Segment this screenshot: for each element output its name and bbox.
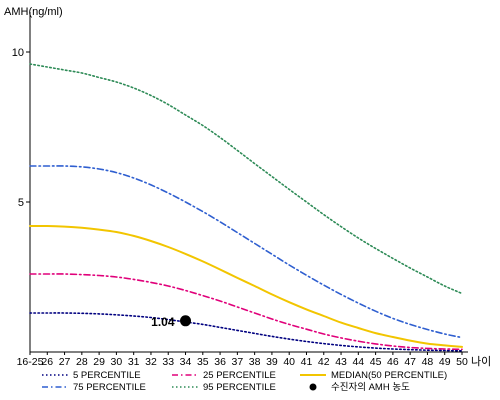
series-lines xyxy=(29,63,463,352)
x-tick-label: 27 xyxy=(59,356,71,368)
x-tick-label: 40 xyxy=(283,356,295,368)
legend-item: 5 PERCENTILE xyxy=(42,370,141,381)
x-tick-label: 48 xyxy=(422,356,434,368)
x-tick-label: 36 xyxy=(214,356,226,368)
patient-amh-value-label: 1.04 xyxy=(151,315,175,329)
x-tick-label: 44 xyxy=(352,356,364,368)
x-tick-label: 49 xyxy=(439,356,451,368)
legend-label: 75 PERCENTILE xyxy=(73,382,146,393)
y-tick-label: 10 xyxy=(12,47,24,59)
legend-label: MEDIAN(50 PERCENTILE) xyxy=(331,370,447,381)
x-tick-label: 28 xyxy=(76,356,88,368)
x-tick-label: 32 xyxy=(145,356,157,368)
x-tick-label: 50 xyxy=(456,356,468,368)
axes: AMH(ng/ml) 나이 xyxy=(4,6,491,368)
x-tick-label: 42 xyxy=(318,356,330,368)
x-tick-label: 41 xyxy=(301,356,313,368)
series-line-1 xyxy=(29,312,463,352)
x-tick-label: 38 xyxy=(249,356,261,368)
x-tick-label: 34 xyxy=(180,356,192,368)
x-tick-label: 33 xyxy=(162,356,174,368)
x-tick-label: 45 xyxy=(370,356,382,368)
y-tick-label: 5 xyxy=(18,197,24,209)
legend-dot-marker xyxy=(309,383,317,391)
legend-item: 25 PERCENTILE xyxy=(172,370,276,381)
y-ticks: 5 10 xyxy=(12,47,30,209)
x-tick-label: 46 xyxy=(387,356,399,368)
x-tick-label: 30 xyxy=(111,356,123,368)
x-tick-label: 39 xyxy=(266,356,278,368)
x-tick-label: 35 xyxy=(197,356,209,368)
x-tick-label: 29 xyxy=(93,356,105,368)
series-line-2 xyxy=(29,273,463,351)
series-line-5 xyxy=(29,63,463,295)
x-tick-label: 43 xyxy=(335,356,347,368)
legend-item: 75 PERCENTILE xyxy=(42,382,146,393)
x-axis-label: 나이 xyxy=(471,355,491,368)
x-tick-label: 47 xyxy=(404,356,416,368)
x-tick-label: 31 xyxy=(128,356,140,368)
legend-label: 95 PERCENTILE xyxy=(203,382,276,393)
legend-label: 25 PERCENTILE xyxy=(203,370,276,381)
y-axis-label: AMH(ng/ml) xyxy=(4,6,63,18)
legend-label: 수진자의 AMH 농도 xyxy=(331,382,410,393)
legend: 5 PERCENTILE 25 PERCENTILE MEDIAN(50 PERCE… xyxy=(42,370,447,393)
data-points: 1.04 xyxy=(151,315,192,329)
legend-item: 95 PERCENTILE xyxy=(172,382,276,393)
patient-amh-point xyxy=(180,315,192,327)
legend-item: 수진자의 AMH 농도 xyxy=(309,382,410,393)
legend-item: MEDIAN(50 PERCENTILE) xyxy=(300,370,447,381)
x-tick-label: 37 xyxy=(232,356,244,368)
series-line-4 xyxy=(29,165,463,339)
legend-label: 5 PERCENTILE xyxy=(73,370,141,381)
x-tick-label: 26 xyxy=(41,356,53,368)
x-tick-label: 16-25 xyxy=(17,356,44,368)
series-line-3 xyxy=(29,224,463,348)
